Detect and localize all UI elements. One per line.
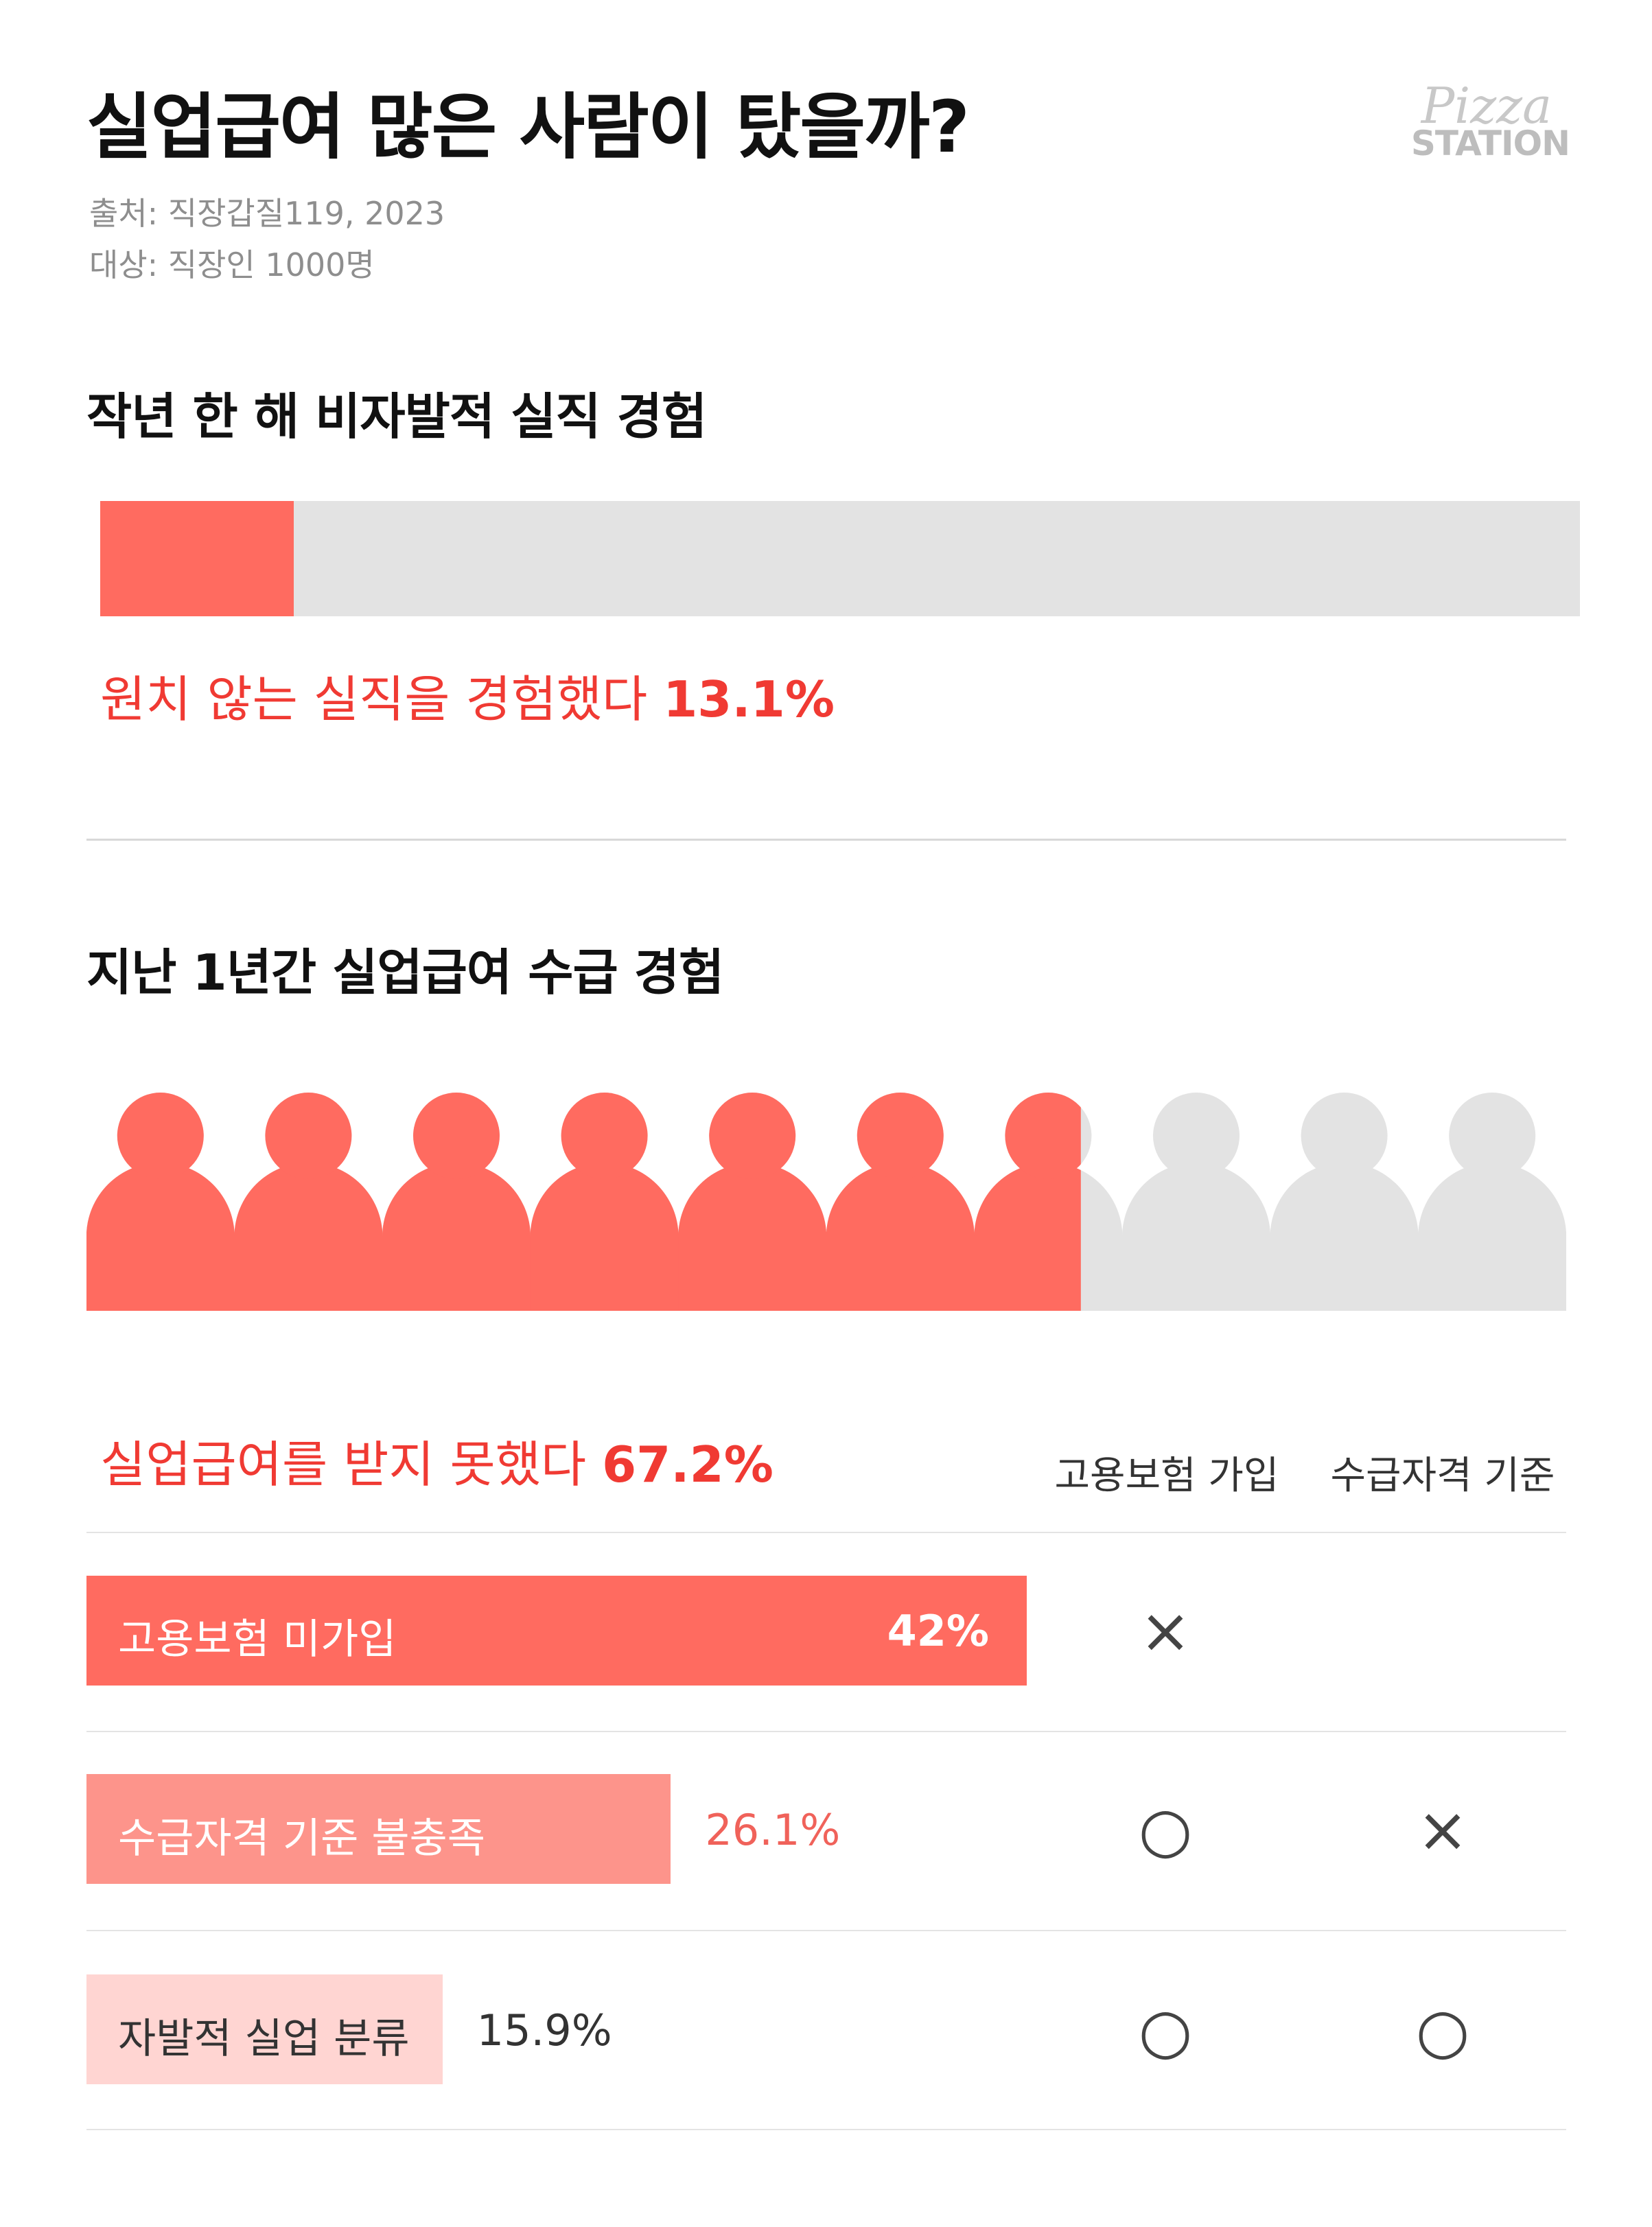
mark-row2-eligibility: × xyxy=(1417,1794,1469,1866)
bar-row-1-label: 고용보험 미가입 xyxy=(118,1616,397,1664)
sample-text: 대상: 직장인 1000명 xyxy=(89,246,375,283)
page-title: 실업급여 많은 사람이 탔을까? xyxy=(86,85,970,169)
bar1-caption-value: 13.1% xyxy=(663,671,835,728)
bar-row-3-value: 15.9% xyxy=(476,2005,612,2055)
bar-row-3 xyxy=(86,1974,443,2084)
section2-title: 지난 1년간 실업급여 수급 경험 xyxy=(86,944,724,1001)
source-text: 출처: 직장갑질119, 2023 xyxy=(89,195,445,232)
people-icon-array xyxy=(86,1093,1566,1311)
person-icon-highlighted xyxy=(86,1093,235,1311)
brand-logo: Pizza STATION xyxy=(1384,81,1570,163)
bar1-caption-text: 원치 않는 실직을 경험했다 xyxy=(100,671,664,728)
bar1-caption: 원치 않는 실직을 경험했다 13.1% xyxy=(100,659,835,731)
bar-row-2 xyxy=(86,1774,671,1884)
bar-fill-unemployed xyxy=(100,501,294,616)
person-icon xyxy=(1418,1093,1566,1311)
mark-row2-insurance: ○ xyxy=(1138,1794,1193,1866)
logo-word: STATION xyxy=(1410,124,1570,163)
table-top-divider xyxy=(86,1532,1566,1533)
col-header-insurance: 고용보험 가입 xyxy=(1054,1454,1279,1498)
mark-row1-insurance: × xyxy=(1139,1595,1191,1667)
section-divider xyxy=(86,839,1566,841)
col-header-eligibility: 수급자격 기준 xyxy=(1330,1454,1555,1498)
mark-row3-insurance: ○ xyxy=(1138,1995,1193,2067)
person-icon-highlighted xyxy=(234,1093,383,1311)
logo-script: Pizza xyxy=(1421,77,1552,135)
bar-track xyxy=(100,501,1580,616)
row-divider xyxy=(86,1731,1566,1732)
person-icon xyxy=(1122,1093,1270,1311)
mark-row3-eligibility: ○ xyxy=(1415,1995,1470,2067)
benefit-caption-text: 실업급여를 받지 못했다 xyxy=(100,1436,603,1493)
section1-title: 작년 한 해 비자발적 실직 경험 xyxy=(86,388,707,445)
person-icon-highlighted xyxy=(678,1093,827,1311)
person-icon-highlighted xyxy=(826,1093,975,1311)
people-highlight-layer xyxy=(86,1093,1081,1311)
bar-row-3-label: 자발적 실업 분류 xyxy=(118,2015,410,2063)
bar-row-1 xyxy=(86,1576,1027,1686)
bar-row-2-value: 26.1% xyxy=(705,1805,841,1855)
bar-row-1-value: 42% xyxy=(887,1606,989,1656)
table-bottom-divider xyxy=(86,2129,1566,2130)
person-icon-highlighted xyxy=(382,1093,531,1311)
row-divider xyxy=(86,1930,1566,1931)
person-icon-highlighted xyxy=(530,1093,679,1311)
bar-row-2-label: 수급자격 기준 불충족 xyxy=(118,1815,485,1863)
person-icon xyxy=(1270,1093,1419,1311)
benefit-caption: 실업급여를 받지 못했다 67.2% xyxy=(100,1424,773,1496)
person-icon-highlighted xyxy=(974,1093,1081,1311)
benefit-caption-value: 67.2% xyxy=(602,1436,773,1493)
